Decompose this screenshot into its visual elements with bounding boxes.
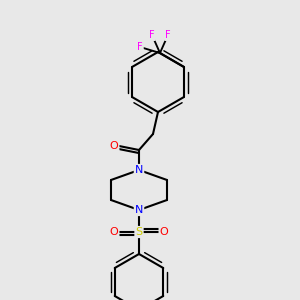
Text: S: S — [135, 227, 142, 237]
Text: O: O — [160, 227, 168, 237]
Text: F: F — [165, 30, 171, 40]
Text: O: O — [110, 227, 118, 237]
Text: F: F — [137, 42, 143, 52]
Text: N: N — [135, 205, 143, 215]
Text: O: O — [110, 141, 118, 151]
Text: N: N — [135, 165, 143, 175]
Text: F: F — [149, 30, 155, 40]
